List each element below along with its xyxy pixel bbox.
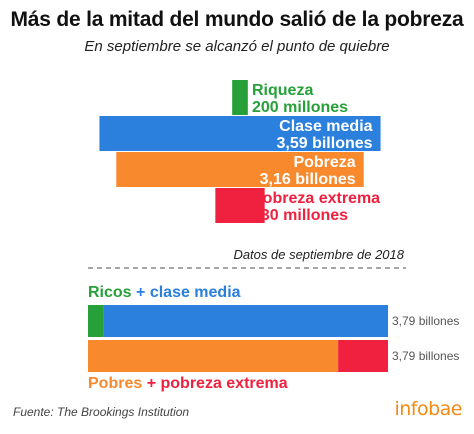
label-pobreza-extrema: Pobreza extrema — [252, 190, 380, 207]
label-riqueza: Riqueza — [252, 82, 313, 99]
value-label-pobreza: 3,16 billones — [260, 171, 356, 188]
group-label-pobres-part-1: Pobres — [88, 375, 142, 392]
label-pobreza: Pobreza — [293, 154, 355, 171]
bar-clase-media — [99, 116, 381, 151]
bar-riqueza — [232, 80, 248, 115]
section-caption: Datos de septiembre de 2018 — [233, 247, 404, 262]
chart-title: Más de la mitad del mundo salió de la po… — [10, 8, 464, 31]
group-label-pobres-part-2: + — [142, 375, 156, 392]
total-label-1: 3,79 billones — [392, 314, 459, 328]
bar-pobreza-extrema — [215, 188, 265, 223]
group-label-ricos: Ricos + clase media — [88, 284, 241, 301]
group-label-ricos-part-2: + — [132, 284, 146, 301]
stacked-bar-riqueza — [88, 305, 104, 337]
label-clase-media: Clase media — [279, 118, 372, 135]
group-label-pobres: Pobres + pobreza extrema — [88, 375, 288, 392]
stacked-bar-pobreza — [88, 340, 339, 372]
brand-logo: infobae — [394, 398, 462, 420]
chart-subtitle: En septiembre se alcanzó el punto de qui… — [84, 38, 390, 55]
stacked-bar-pobreza-extrema — [338, 340, 388, 372]
value-label-riqueza: 200 millones — [252, 99, 348, 116]
total-label-2: 3,79 billones — [392, 349, 459, 363]
group-label-ricos-part-3: clase media — [145, 284, 240, 301]
bar-pobreza — [116, 152, 364, 187]
value-label-pobreza-extrema: 630 millones — [252, 207, 348, 224]
value-label-clase-media: 3,59 billones — [277, 135, 373, 152]
stacked-bar-clase-media — [103, 305, 389, 337]
group-label-ricos-part-1: Ricos — [88, 284, 132, 301]
source-note: Fuente: The Brookings Institution — [13, 405, 190, 419]
group-label-pobres-part-3: pobreza extrema — [156, 375, 288, 392]
